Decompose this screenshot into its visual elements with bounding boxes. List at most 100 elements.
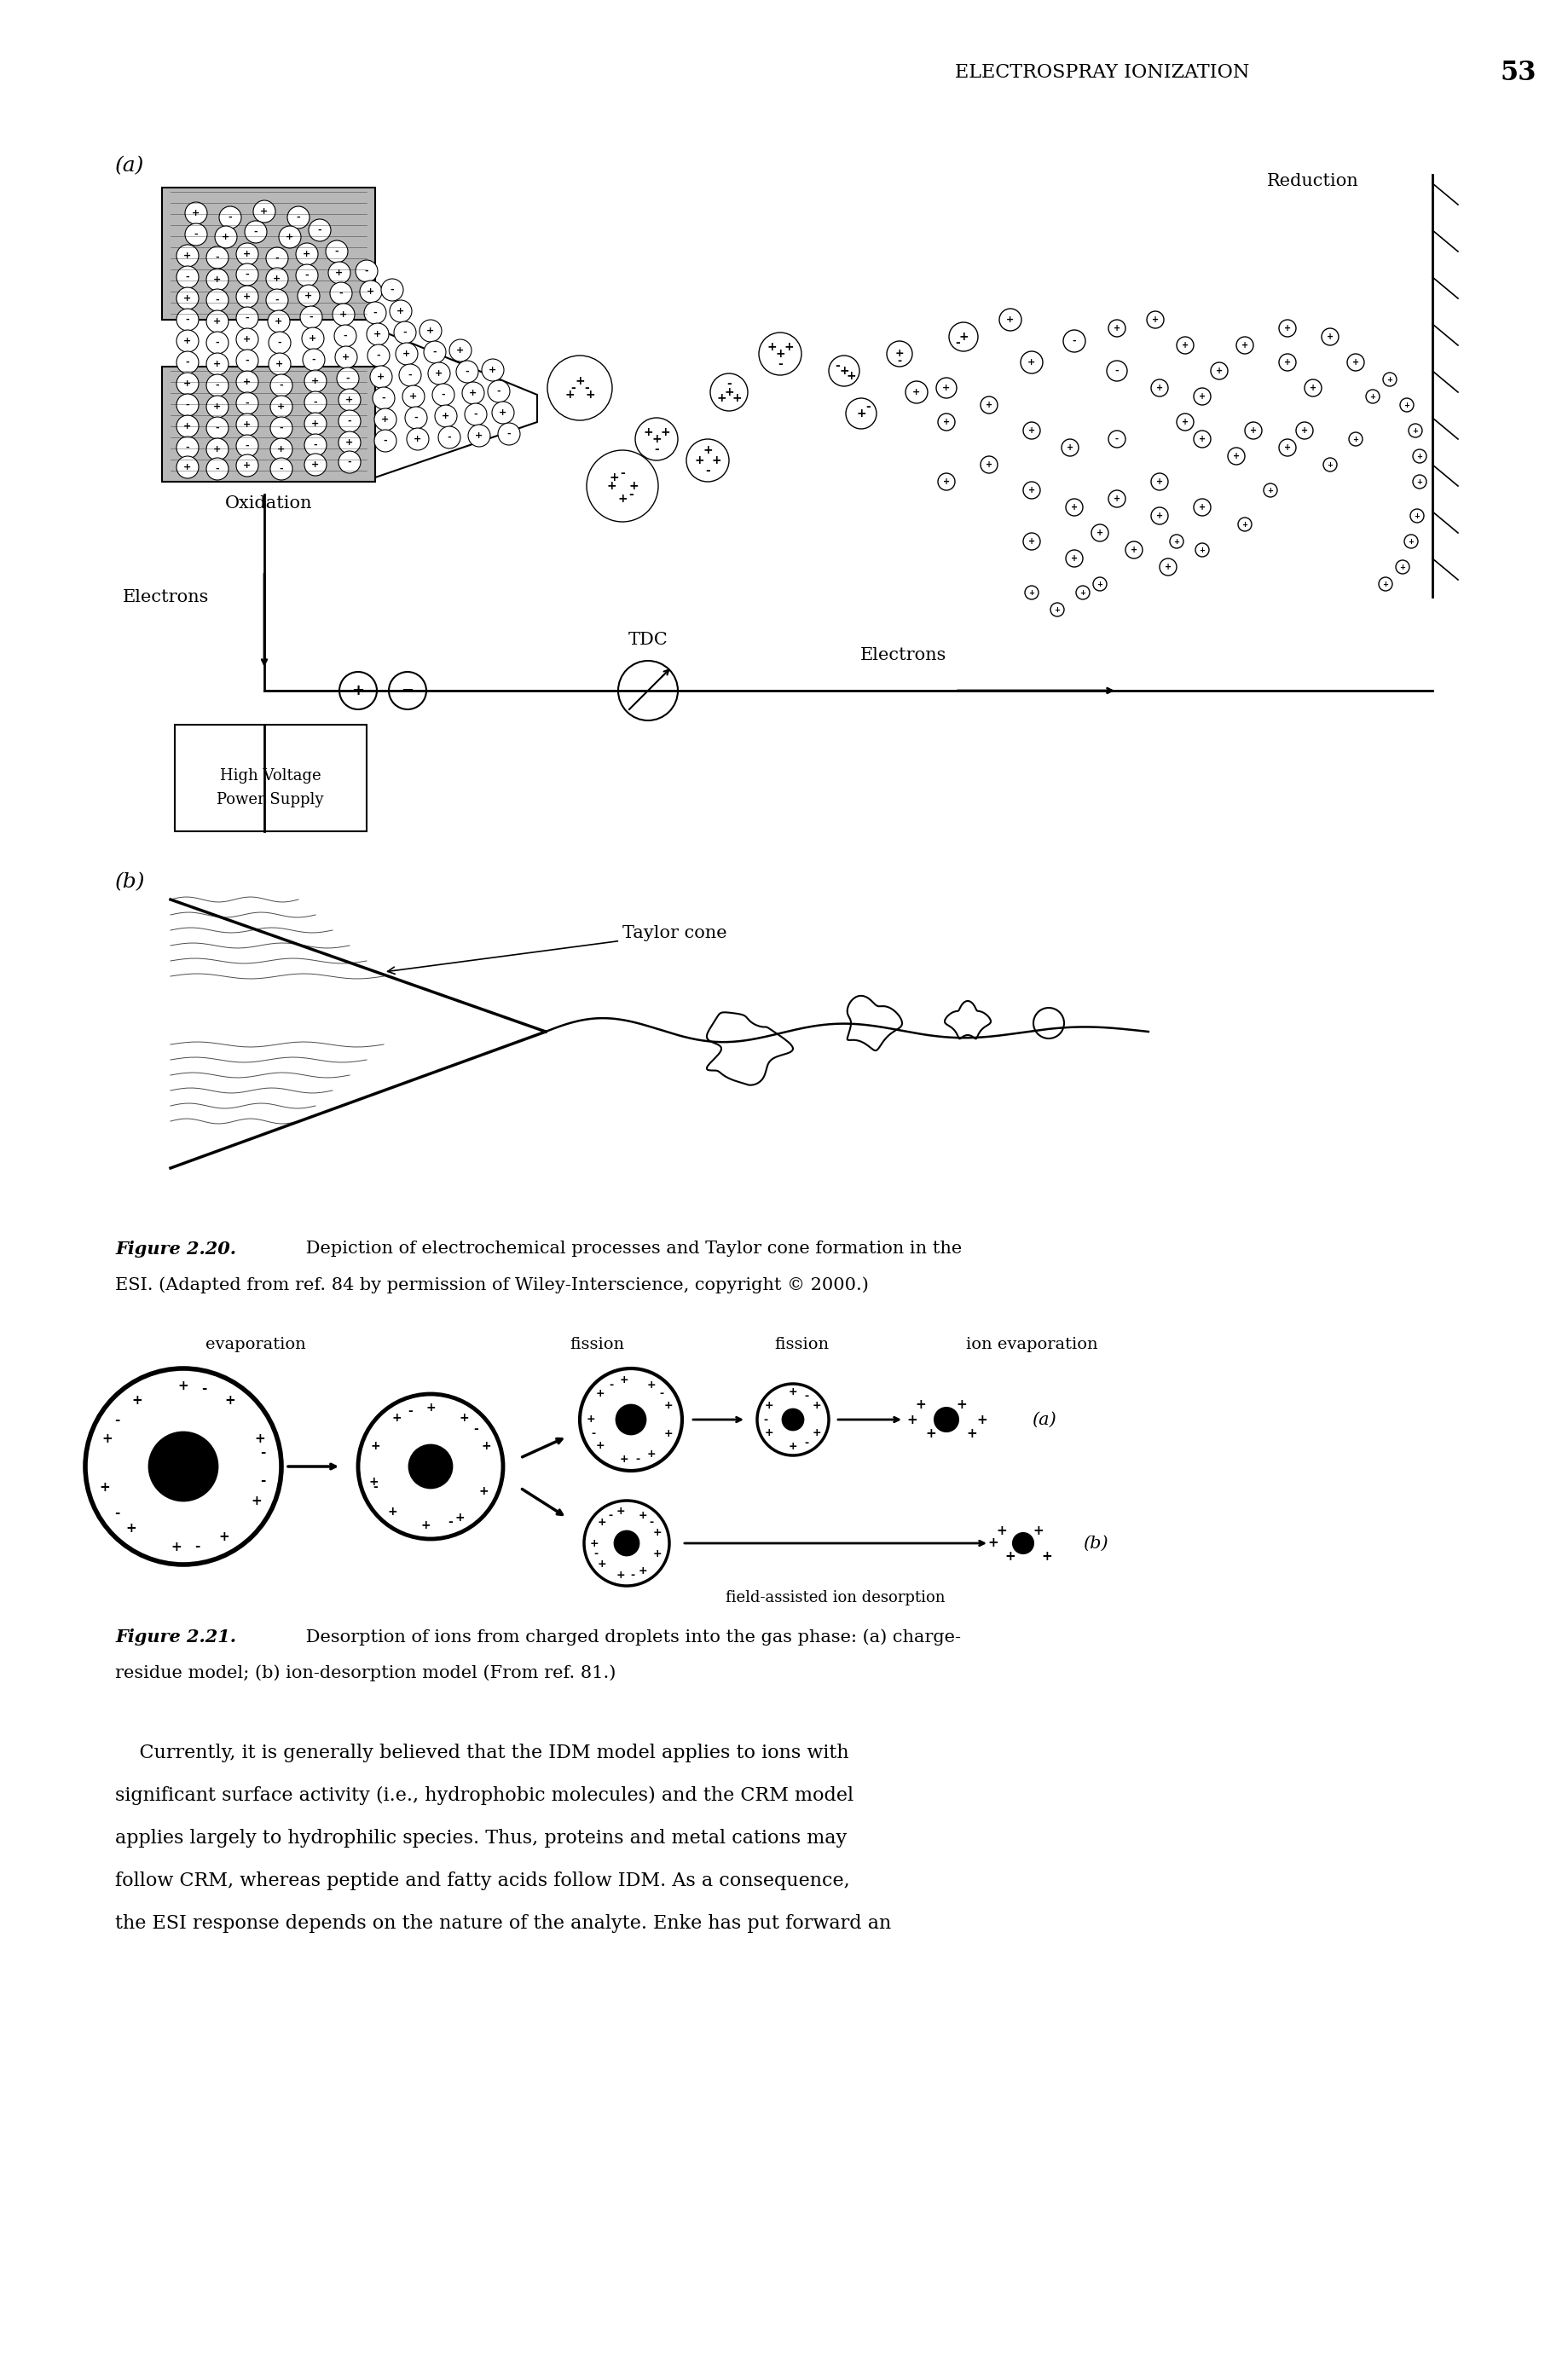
Circle shape	[615, 1531, 638, 1554]
Circle shape	[270, 438, 293, 461]
Circle shape	[309, 220, 331, 241]
Text: +: +	[1414, 511, 1421, 521]
Circle shape	[177, 414, 199, 438]
Text: +: +	[1386, 376, 1392, 383]
Circle shape	[434, 405, 456, 428]
Text: -: -	[474, 1422, 478, 1434]
Circle shape	[237, 435, 259, 457]
FancyBboxPatch shape	[162, 187, 375, 319]
Text: -: -	[202, 1382, 207, 1394]
Circle shape	[268, 310, 290, 334]
Circle shape	[1297, 421, 1312, 440]
Text: +: +	[895, 348, 905, 360]
Text: +: +	[351, 684, 364, 698]
Text: +: +	[243, 293, 251, 300]
Text: +: +	[1029, 485, 1035, 494]
Circle shape	[237, 371, 259, 393]
Text: -: -	[497, 388, 500, 395]
Text: -: -	[403, 329, 408, 336]
Circle shape	[177, 393, 199, 416]
Circle shape	[580, 1368, 682, 1472]
Circle shape	[237, 393, 259, 414]
Circle shape	[829, 355, 859, 386]
Circle shape	[1413, 450, 1427, 464]
Circle shape	[287, 206, 309, 230]
Text: +: +	[278, 402, 285, 412]
Circle shape	[428, 362, 450, 386]
Text: +: +	[312, 419, 320, 428]
Circle shape	[757, 1384, 829, 1455]
Text: +: +	[646, 1448, 655, 1460]
Text: -: -	[339, 289, 343, 298]
Circle shape	[936, 379, 956, 397]
Text: -: -	[764, 1415, 768, 1424]
Text: TDC: TDC	[629, 632, 668, 648]
Circle shape	[237, 454, 259, 476]
Text: +: +	[455, 1512, 466, 1524]
Circle shape	[1405, 535, 1417, 549]
Text: follow CRM, whereas peptide and fatty acids follow IDM. As a consequence,: follow CRM, whereas peptide and fatty ac…	[114, 1872, 850, 1890]
Text: -: -	[373, 1481, 378, 1493]
Circle shape	[710, 374, 748, 412]
Text: +: +	[812, 1427, 822, 1439]
Circle shape	[207, 270, 229, 291]
Circle shape	[270, 374, 293, 397]
Text: -: -	[185, 400, 190, 409]
Text: +: +	[925, 1427, 936, 1441]
Text: +: +	[724, 386, 734, 397]
Text: -: -	[260, 1474, 267, 1486]
Text: +: +	[183, 464, 191, 471]
Circle shape	[339, 388, 361, 412]
Circle shape	[1366, 390, 1380, 402]
Text: residue model; (b) ion-desorption model (From ref. 81.): residue model; (b) ion-desorption model …	[114, 1663, 616, 1682]
Text: -: -	[215, 464, 220, 473]
Text: ELECTROSPRAY IONIZATION: ELECTROSPRAY IONIZATION	[955, 64, 1250, 83]
Text: +: +	[1200, 393, 1206, 400]
Text: +: +	[243, 461, 251, 471]
Text: -: -	[466, 367, 469, 376]
Text: +: +	[1007, 315, 1014, 324]
Text: +: +	[1370, 393, 1375, 400]
Text: +: +	[1403, 402, 1410, 409]
Circle shape	[616, 1405, 646, 1434]
FancyBboxPatch shape	[174, 724, 367, 830]
Text: -: -	[635, 1453, 640, 1465]
Circle shape	[547, 355, 612, 421]
Text: +: +	[1029, 537, 1035, 547]
Text: +: +	[312, 376, 320, 386]
Text: +: +	[251, 1495, 262, 1507]
Circle shape	[367, 324, 389, 345]
Circle shape	[207, 395, 229, 419]
Text: +: +	[616, 1569, 626, 1580]
Circle shape	[1033, 1008, 1065, 1039]
Text: +: +	[643, 426, 652, 438]
Text: -: -	[585, 381, 590, 393]
Text: +: +	[481, 1441, 491, 1453]
Text: +: +	[1156, 511, 1163, 521]
Text: the ESI response depends on the nature of the analyte. Enke has put forward an: the ESI response depends on the nature o…	[114, 1914, 891, 1933]
Text: +: +	[1096, 528, 1104, 537]
Text: -: -	[336, 248, 339, 256]
Text: +: +	[1413, 426, 1419, 435]
Text: -: -	[185, 315, 190, 324]
Circle shape	[464, 402, 486, 426]
Circle shape	[207, 459, 229, 480]
Text: +: +	[1408, 537, 1414, 544]
Text: significant surface activity (i.e., hydrophobic molecules) and the CRM model: significant surface activity (i.e., hydr…	[114, 1786, 853, 1805]
Text: +: +	[765, 1427, 775, 1439]
Text: +: +	[1054, 606, 1060, 613]
Circle shape	[177, 457, 199, 478]
Text: +: +	[695, 454, 704, 466]
Text: -: -	[348, 459, 351, 466]
Circle shape	[149, 1431, 218, 1500]
Text: +: +	[213, 317, 221, 327]
Text: +: +	[425, 1401, 436, 1413]
Text: -: -	[1073, 336, 1076, 345]
Text: +: +	[213, 274, 221, 284]
Text: +: +	[618, 492, 627, 504]
Text: +: +	[426, 327, 434, 336]
Text: -: -	[365, 267, 368, 274]
Circle shape	[492, 402, 514, 424]
Text: field-assisted ion desorption: field-assisted ion desorption	[726, 1590, 946, 1607]
Circle shape	[267, 289, 289, 312]
